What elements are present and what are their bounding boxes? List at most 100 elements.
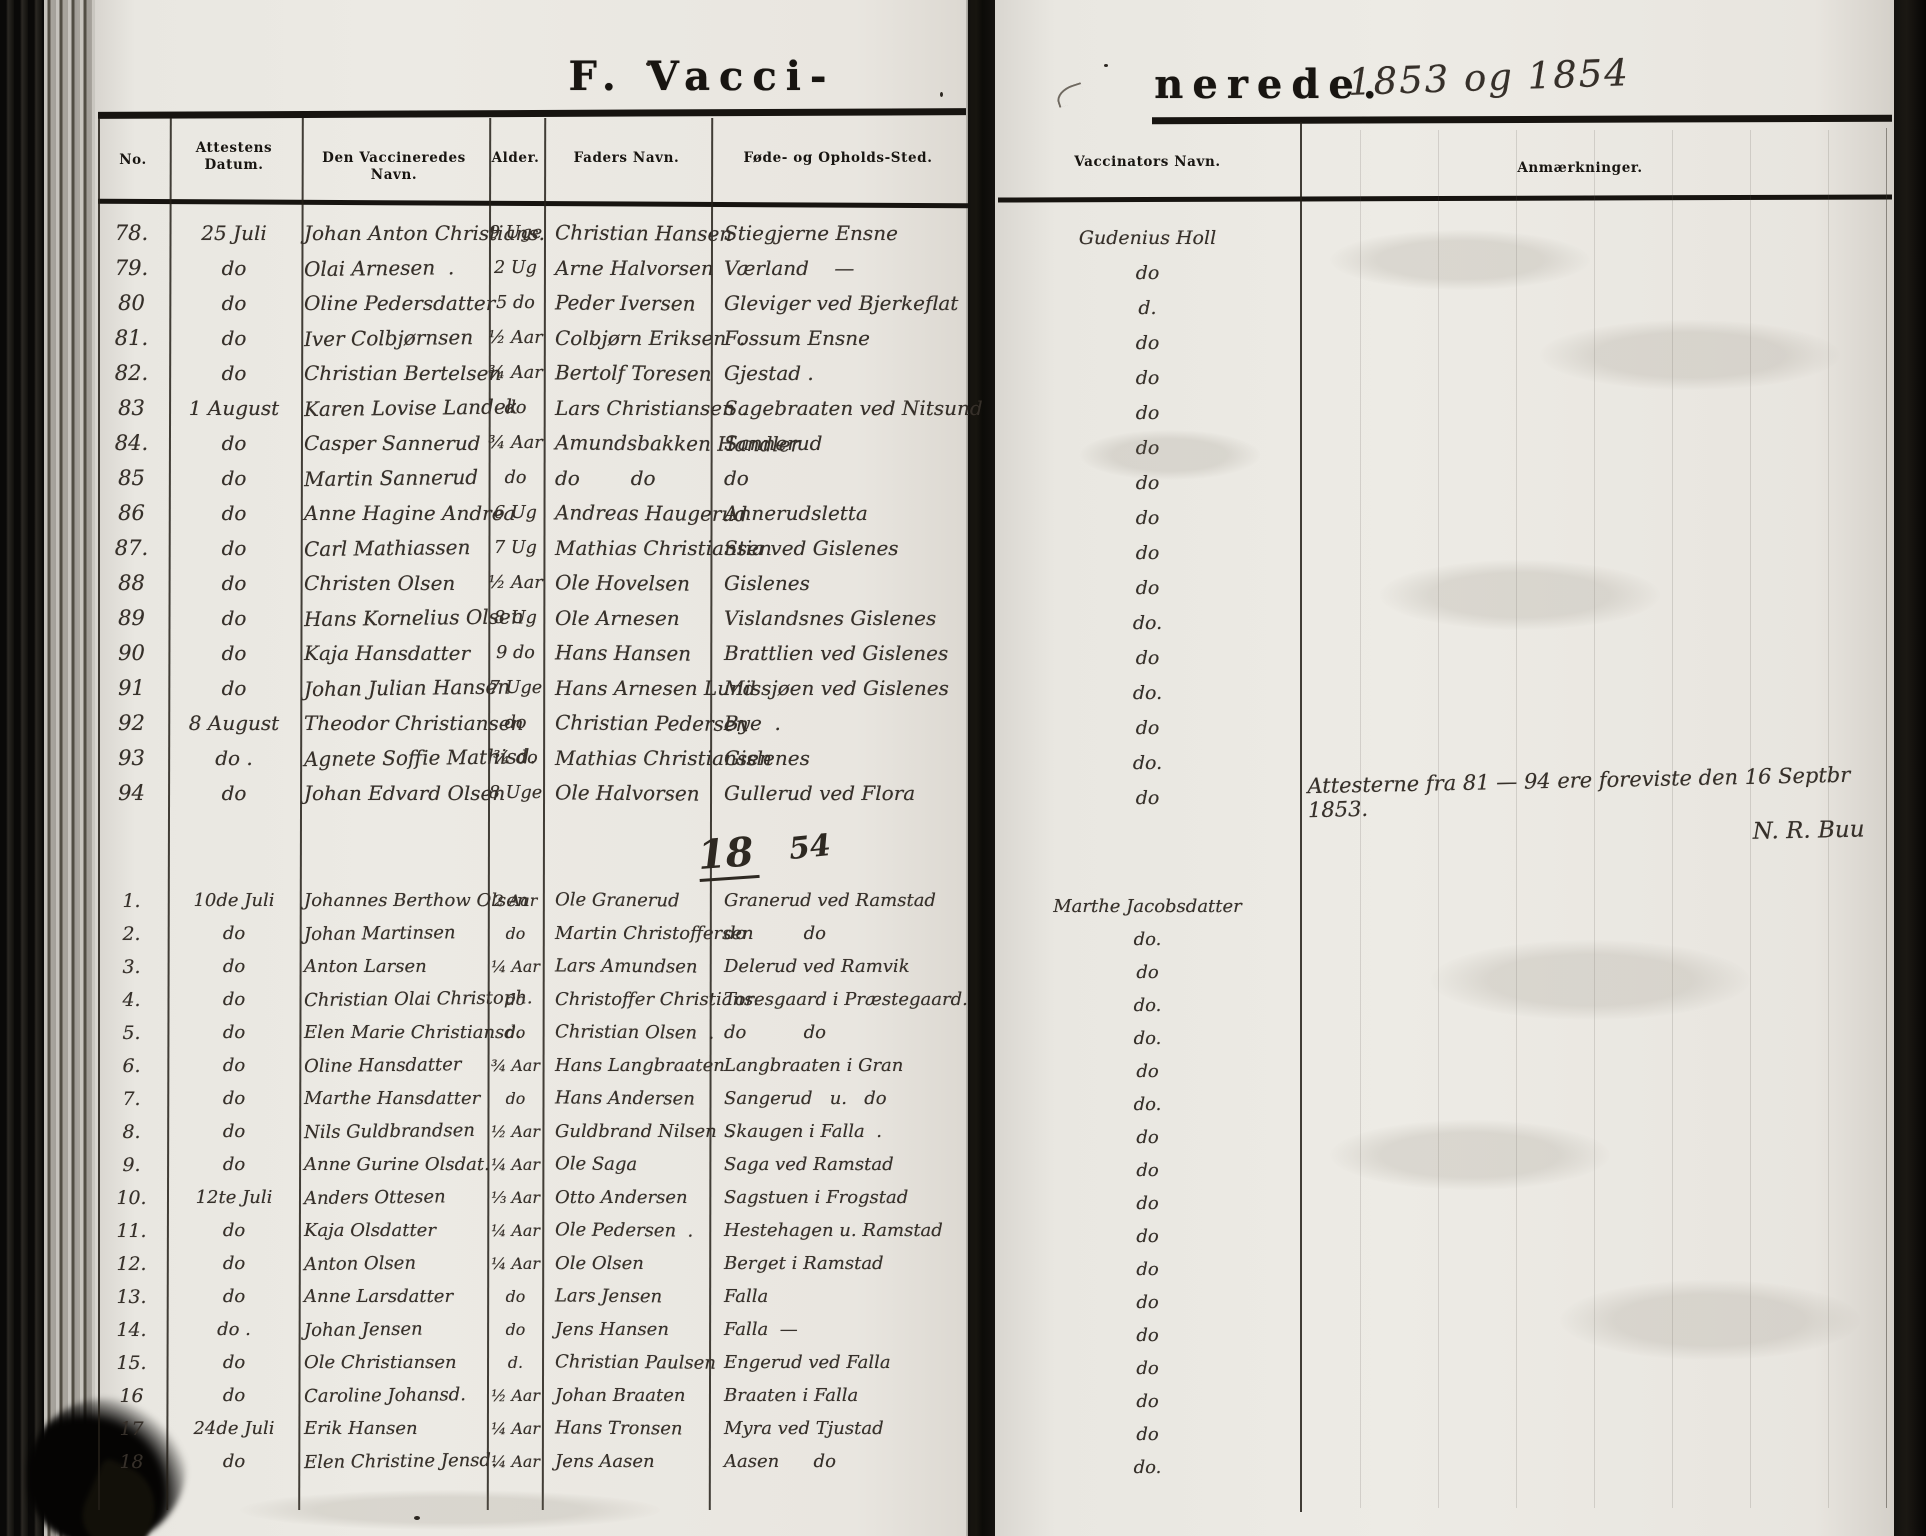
cell-vaccinator: do <box>1135 787 1160 809</box>
cell-birth-residence: Brattlien ved Gislenes <box>724 640 949 665</box>
cell-father-name: Martin Christoffersen <box>555 923 754 944</box>
cell-row-number: 85 <box>118 465 145 490</box>
cell-vaccinator: do. <box>1132 682 1163 704</box>
cell-birth-residence: Engerud ved Falla <box>724 1352 891 1373</box>
cell-age: 7 Ug <box>494 537 537 558</box>
cell-vaccinator: do <box>1136 1193 1159 1214</box>
cell-attest-date: do <box>222 923 246 944</box>
cell-vaccinated-name: Anne Gurine Olsdat. <box>304 1154 490 1175</box>
cell-father-name: Bertolf Toresen <box>554 359 712 386</box>
bleedthrough-line <box>1750 130 1751 1508</box>
cell-birth-residence: do do <box>724 1022 826 1043</box>
column-header-datum: Attestens Datum. <box>195 140 273 173</box>
bleedthrough-smudge <box>1380 560 1660 630</box>
cell-vaccinator: do. <box>1133 995 1162 1016</box>
cell-age: ¾ do <box>493 747 538 768</box>
table-row: 86 do Anne Hagine Andrea 6 Ug Andreas Ha… <box>95 495 968 530</box>
cell-vaccinated-name: Johan Jensen <box>303 1318 423 1342</box>
cell-attest-date: do . <box>215 745 253 770</box>
cell-vaccinator: do <box>1135 262 1160 284</box>
cell-father-name: do do <box>555 465 656 490</box>
table-row: 89 do Hans Kornelius Olsen 8 Ug Ole Arne… <box>95 600 968 635</box>
cell-age: 8 Ug <box>494 607 537 628</box>
table-row: 5. do Elen Marie Christiansd. do Christi… <box>95 1016 968 1049</box>
cell-vaccinator: do <box>1135 542 1160 564</box>
cell-attest-date: do <box>222 1352 246 1373</box>
cell-birth-residence: Stiegjerne Ensne <box>724 220 898 245</box>
cell-age: ½ Aar <box>491 1122 540 1141</box>
cell-row-number: 84. <box>114 430 149 455</box>
cell-attest-date: do <box>222 989 246 1010</box>
cell-father-name: Jens Hansen <box>555 1319 669 1340</box>
cell-age: d. <box>507 1353 524 1372</box>
table-row: 85 do Martin Sannerud do do do do <box>95 460 968 495</box>
page-title-right: nerede. <box>1154 61 1386 108</box>
cell-vaccinator: do. <box>1133 1094 1162 1115</box>
cell-birth-residence: Værland — <box>724 255 855 280</box>
cell-vaccinated-name: Elen Marie Christiansd. <box>304 1022 522 1043</box>
cell-age: do <box>505 1287 526 1306</box>
cell-vaccinated-name: Nils Guldbrandsen <box>303 1120 476 1144</box>
cell-row-number: 11. <box>116 1219 147 1242</box>
cell-birth-residence: Gullerud ved Flora <box>724 780 916 805</box>
cell-birth-residence: Missjøen ved Gislenes <box>724 675 949 700</box>
remark-note: Attesterne fra 81 — 94 ere foreviste den… <box>1307 762 1893 854</box>
column-line <box>1300 122 1302 1512</box>
table-row: 82. do Christian Bertelsen ¾ Aar Bertolf… <box>95 355 968 390</box>
register-rows-1853: 78. 25 Juli Johan Anton Christians. 9 Ug… <box>95 215 983 810</box>
table-row: 81. do Iver Colbjørnsen ½ Aar Colbjørn E… <box>95 320 968 355</box>
section-year-54: 54 <box>787 827 833 868</box>
cell-attest-date: 10de Juli <box>193 890 275 911</box>
bleedthrough-smudge <box>1430 940 1750 1020</box>
book-edge-right <box>1894 0 1926 1536</box>
cell-vaccinated-name: Anton Olsen <box>303 1252 417 1276</box>
cell-vaccinated-name: Johan Martinsen <box>303 922 456 946</box>
cell-vaccinated-name: Anton Larsen <box>304 956 427 977</box>
bleedthrough-smudge <box>1540 320 1840 390</box>
cell-birth-residence: Falla <box>724 1286 769 1307</box>
cell-father-name: Christian Pedersen <box>554 709 749 736</box>
cell-age: ½ Aar <box>491 1386 540 1405</box>
cell-father-name: Ole Hovelsen <box>554 569 691 596</box>
cell-vaccinated-name: Anne Hagine Andrea <box>304 500 516 525</box>
bleedthrough-line <box>1360 130 1361 1508</box>
cell-vaccinator: do. <box>1132 612 1163 634</box>
cell-attest-date: do . <box>217 1319 251 1340</box>
cell-father-name: Hans Andersen <box>554 1087 695 1110</box>
table-row: 94 do Johan Edvard Olsen 8 Uge Ole Halvo… <box>95 775 968 810</box>
cell-attest-date: do <box>221 605 247 630</box>
table-row: 3. do Anton Larsen ¼ Aar Lars Amundsen D… <box>95 950 968 983</box>
cell-vaccinated-name: Erik Hansen <box>304 1418 418 1439</box>
cell-father-name: Peder Iversen <box>554 289 696 316</box>
vaccinator-column-1853: Gudenius Holl do d. do do do do do do do… <box>995 221 1300 816</box>
cell-age: do <box>505 1023 526 1042</box>
cell-row-number: 9. <box>122 1153 141 1176</box>
cell-vaccinator: do <box>1135 332 1160 354</box>
cell-vaccinator: do <box>1135 367 1160 389</box>
cell-row-number: 78. <box>114 220 149 245</box>
cell-vaccinated-name: Marthe Hansdatter <box>304 1088 481 1109</box>
cell-row-number: 13. <box>116 1285 147 1308</box>
cell-age: ¼ Aar <box>491 1254 540 1273</box>
cell-age: 9 Uge <box>488 222 543 243</box>
table-row: 2. do Johan Martinsen do Martin Christof… <box>95 917 968 950</box>
page-edge-line <box>1886 128 1887 1508</box>
cell-vaccinated-name: Ole Christiansen <box>304 1352 457 1373</box>
cell-birth-residence: Sagebraaten ved Nitsund <box>724 395 983 420</box>
cell-attest-date: do <box>222 1088 246 1109</box>
table-row: 90 do Kaja Hansdatter 9 do Hans Hansen B… <box>95 635 968 670</box>
cell-attest-date: do <box>221 780 247 805</box>
ink-speck <box>940 92 943 97</box>
cell-age: ¾ Aar <box>491 1056 540 1075</box>
cell-vaccinated-name: Christen Olsen <box>304 570 456 595</box>
cell-age: do <box>505 1089 526 1108</box>
cell-row-number: 88 <box>118 570 145 595</box>
ink-speck <box>646 62 651 66</box>
cell-row-number: 12. <box>116 1252 147 1275</box>
cell-age: 6 Ug <box>494 502 537 523</box>
bleedthrough-line <box>1516 130 1517 1508</box>
cell-birth-residence: Myra ved Tjustad <box>724 1418 884 1439</box>
cell-row-number: 2. <box>122 922 141 945</box>
vaccinator-column-1854: Marthe Jacobsdatter do. do do. do. do do… <box>995 890 1300 1484</box>
cell-birth-residence: Saga ved Ramstad <box>724 1154 894 1175</box>
